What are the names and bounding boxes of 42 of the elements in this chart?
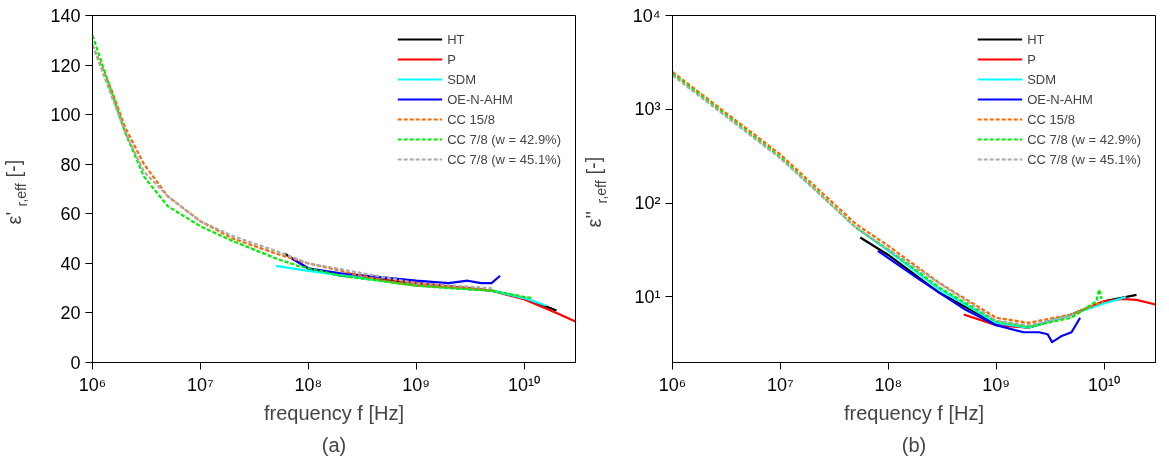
y-tick-label: 10³ (634, 99, 661, 120)
y-tick-label: 0 (70, 353, 81, 373)
y-tick-label: 100 (50, 105, 81, 126)
x-tick-label: 10⁶ (78, 374, 107, 395)
legend-label: HT (1027, 31, 1046, 47)
legend-label: CC 7/8 (w = 45.1%) (447, 151, 561, 167)
legend-label: P (1027, 51, 1037, 67)
legend-label: CC 7/8 (w = 42.9%) (447, 131, 561, 147)
legend-label: SDM (447, 71, 477, 87)
x-tick-label: 10⁶ (658, 374, 687, 395)
legend-label: CC 7/8 (w = 42.9%) (1027, 131, 1141, 147)
y-tick-label: 40 (60, 253, 81, 274)
y-tick-label: 10¹ (634, 286, 661, 307)
y-tick-label: 10⁴ (632, 5, 661, 26)
x-axis-title: frequency f [Hz] (843, 401, 985, 424)
text: (a) (321, 433, 347, 456)
y-tick-label: 80 (60, 154, 81, 175)
y-axis-title: ε''r,eff [-] (582, 156, 610, 228)
x-tick-label: 10⁸ (294, 374, 323, 395)
x-tick-label: 10⁷ (767, 374, 794, 395)
legend-label: HT (447, 31, 466, 47)
x-tick-label: 10⁹ (982, 374, 1011, 395)
legend-label: OE-N-AHM (1027, 91, 1093, 107)
legend-label: SDM (1027, 71, 1057, 87)
text: (b) (901, 433, 927, 456)
y-tick-label: 20 (60, 303, 81, 324)
legend-label: CC 7/8 (w = 45.1%) (1027, 151, 1141, 167)
x-tick-label: 10⁷ (187, 374, 214, 395)
x-tick-label: 10¹⁰ (508, 374, 541, 395)
legend-label: CC 15/8 (1027, 111, 1075, 127)
y-tick-label: 60 (60, 204, 81, 225)
legend-label: P (447, 51, 457, 67)
y-axis-title: ε'r,eff [-] (2, 159, 30, 225)
y-tick-label: 10² (634, 193, 661, 214)
legend-label: OE-N-AHM (447, 91, 513, 107)
x-tick-label: 10⁹ (402, 374, 431, 395)
y-tick-label: 140 (50, 6, 81, 26)
legend-label: CC 15/8 (447, 111, 495, 127)
x-tick-label: 10⁸ (874, 374, 903, 395)
y-tick-label: 120 (50, 55, 81, 76)
x-tick-label: 10¹⁰ (1088, 374, 1121, 395)
x-axis-title: frequency f [Hz] (263, 401, 405, 424)
